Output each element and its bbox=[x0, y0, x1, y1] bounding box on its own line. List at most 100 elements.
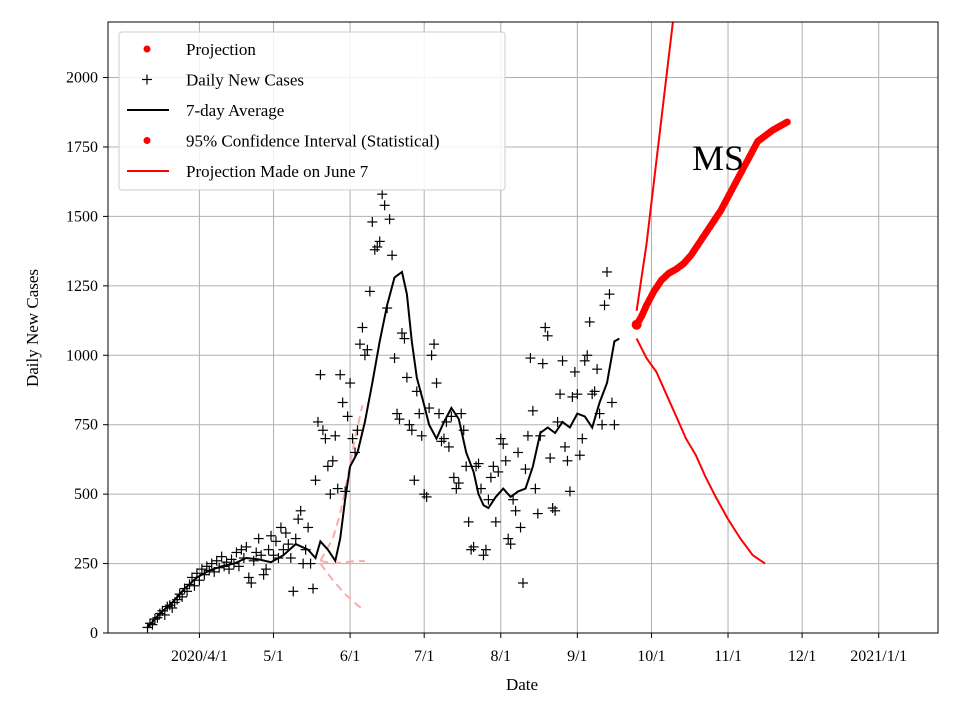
daily-case-marker bbox=[379, 200, 390, 211]
june7-projection-upper bbox=[319, 405, 364, 562]
daily-case-marker bbox=[177, 591, 188, 602]
daily-case-marker bbox=[359, 350, 370, 361]
daily-case-marker bbox=[362, 344, 373, 355]
legend-label: Projection bbox=[186, 40, 256, 59]
daily-case-marker bbox=[495, 433, 506, 444]
daily-case-marker bbox=[525, 353, 536, 364]
x-tick-label: 8/1 bbox=[491, 648, 511, 665]
daily-case-marker bbox=[270, 536, 281, 547]
legend-label: Daily New Cases bbox=[186, 71, 304, 90]
projection-point bbox=[783, 118, 791, 126]
legend-entry: Projection Made on June 7 bbox=[127, 162, 369, 181]
y-axis-label: Daily New Cases bbox=[23, 269, 42, 387]
daily-case-marker bbox=[308, 583, 319, 594]
june7-projection-center bbox=[320, 559, 365, 565]
daily-case-marker bbox=[159, 609, 170, 620]
x-tick-label: 9/1 bbox=[567, 648, 587, 665]
daily-case-marker bbox=[518, 578, 528, 589]
x-tick-label: 2021/1/1 bbox=[850, 648, 907, 665]
legend-label: 95% Confidence Interval (Statistical) bbox=[186, 132, 440, 151]
daily-case-marker bbox=[545, 453, 556, 464]
daily-case-marker bbox=[404, 419, 415, 430]
legend-box bbox=[118, 31, 506, 191]
daily-case-marker bbox=[241, 541, 252, 552]
daily-case-marker bbox=[429, 339, 440, 350]
legend-dot-marker bbox=[143, 137, 151, 144]
projection-start-point bbox=[631, 319, 642, 330]
daily-case-marker bbox=[396, 328, 407, 339]
daily-case-marker bbox=[498, 439, 509, 450]
daily-case-marker bbox=[434, 408, 445, 419]
daily-case-marker bbox=[414, 408, 425, 419]
daily-case-marker bbox=[275, 522, 286, 533]
daily-case-marker bbox=[463, 516, 474, 527]
daily-case-marker bbox=[574, 450, 585, 461]
x-tick-label: 6/1 bbox=[340, 648, 360, 665]
daily-case-marker bbox=[448, 472, 459, 483]
daily-case-marker bbox=[485, 472, 496, 483]
daily-case-marker bbox=[374, 236, 385, 247]
daily-case-marker bbox=[597, 419, 608, 430]
daily-case-marker bbox=[233, 561, 244, 572]
daily-case-marker bbox=[372, 241, 383, 252]
daily-case-marker bbox=[421, 491, 432, 502]
x-tick-label: 5/1 bbox=[263, 648, 283, 665]
daily-case-marker bbox=[189, 580, 200, 591]
daily-case-marker bbox=[285, 553, 296, 564]
daily-case-marker bbox=[468, 541, 479, 552]
daily-case-marker bbox=[320, 433, 331, 444]
x-tick-label: 10/1 bbox=[637, 648, 665, 665]
daily-case-marker bbox=[438, 433, 449, 444]
daily-case-marker bbox=[431, 378, 442, 389]
daily-case-marker bbox=[493, 466, 504, 477]
x-tick-label: 2020/4/1 bbox=[171, 648, 228, 665]
plot-area bbox=[142, 22, 791, 633]
daily-case-marker bbox=[347, 433, 358, 444]
daily-case-marker bbox=[557, 355, 568, 366]
daily-case-marker bbox=[562, 455, 573, 466]
x-tick-label: 7/1 bbox=[414, 648, 434, 665]
daily-case-marker bbox=[473, 458, 484, 469]
daily-case-marker bbox=[451, 483, 462, 494]
daily-case-marker bbox=[295, 505, 306, 516]
daily-case-marker bbox=[599, 300, 610, 311]
daily-case-marker bbox=[401, 372, 412, 383]
daily-case-marker bbox=[456, 408, 467, 419]
daily-case-marker bbox=[384, 214, 395, 225]
daily-case-marker bbox=[510, 505, 521, 516]
daily-case-marker bbox=[527, 405, 538, 416]
daily-case-marker bbox=[513, 447, 524, 458]
daily-case-marker bbox=[399, 333, 410, 344]
daily-case-marker bbox=[453, 478, 464, 489]
daily-case-marker bbox=[332, 483, 343, 494]
daily-case-marker bbox=[490, 516, 501, 527]
legend: Projection Daily New Cases 7-day Average 95… bbox=[118, 31, 506, 191]
daily-case-marker bbox=[236, 544, 247, 555]
daily-case-marker bbox=[253, 533, 264, 544]
daily-case-marker bbox=[377, 189, 388, 200]
daily-case-marker bbox=[315, 369, 326, 380]
daily-case-marker bbox=[577, 433, 588, 444]
ci-lower-line bbox=[635, 338, 766, 565]
seven-day-average-line bbox=[146, 270, 620, 629]
daily-case-marker bbox=[387, 250, 398, 261]
daily-case-marker bbox=[305, 558, 316, 569]
daily-case-marker bbox=[283, 539, 294, 550]
daily-case-marker bbox=[559, 441, 570, 452]
daily-case-marker bbox=[461, 461, 472, 472]
daily-case-marker bbox=[515, 522, 526, 533]
daily-case-marker bbox=[555, 389, 566, 400]
y-tick-label: 1750 bbox=[66, 139, 98, 156]
daily-case-marker bbox=[335, 369, 346, 380]
daily-case-marker bbox=[261, 564, 272, 575]
daily-case-marker bbox=[522, 430, 533, 441]
daily-case-marker bbox=[389, 353, 400, 364]
daily-case-marker bbox=[263, 544, 274, 555]
daily-case-marker bbox=[392, 408, 403, 419]
daily-case-marker bbox=[436, 436, 447, 447]
daily-case-marker bbox=[567, 391, 578, 402]
daily-case-marker bbox=[500, 455, 511, 466]
daily-case-marker bbox=[416, 430, 427, 441]
daily-case-marker bbox=[426, 350, 437, 361]
